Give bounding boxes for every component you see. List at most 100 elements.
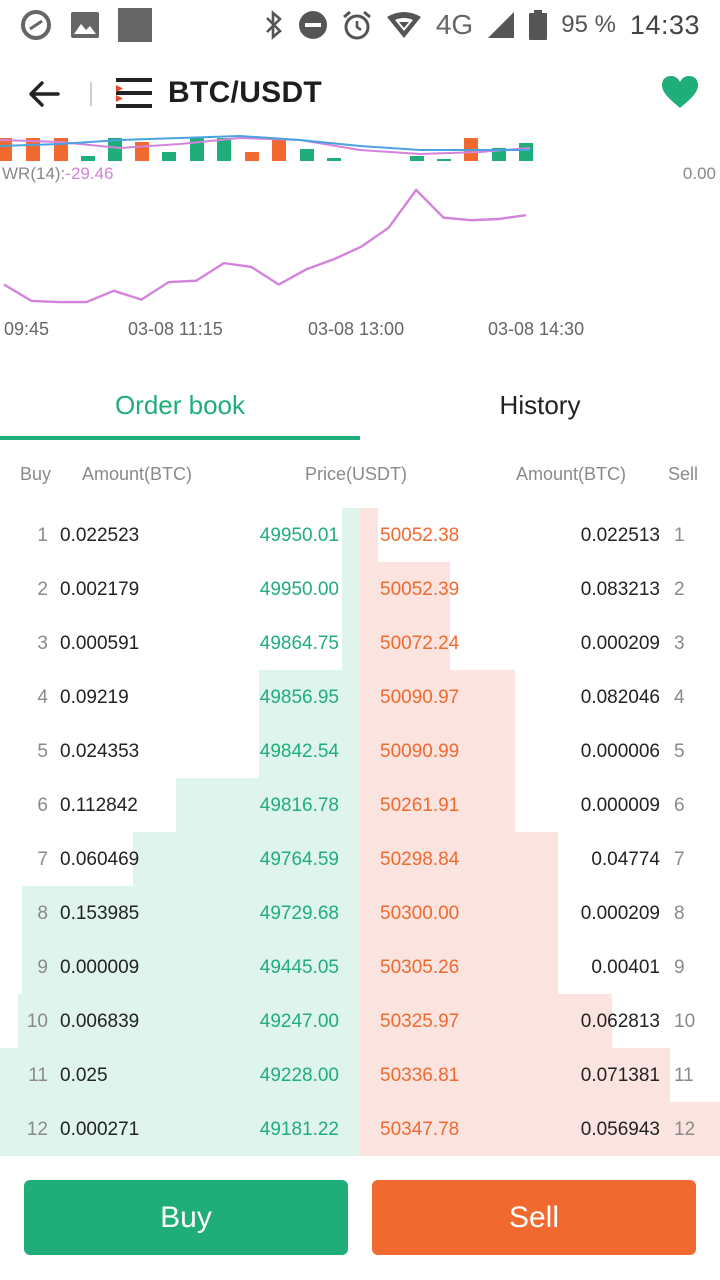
order-row[interactable]: 8 0.153985 49729.68 50300.00 0.000209 8 [0, 886, 720, 940]
battery-icon [529, 10, 548, 40]
sell-index: 3 [674, 633, 685, 654]
favorite-button[interactable] [660, 74, 700, 114]
order-row[interactable]: 11 0.025 49228.00 50336.81 0.071381 11 [0, 1048, 720, 1102]
sell-price: 50052.38 [380, 525, 460, 546]
buy-index: 11 [28, 1065, 48, 1086]
buy-depth-bar [259, 724, 360, 778]
sell-price: 50300.00 [380, 903, 460, 924]
image-icon [71, 12, 99, 38]
pair-menu-button[interactable] [114, 76, 154, 112]
sell-amount: 0.04774 [591, 849, 660, 870]
header: BTC/USDT [0, 58, 720, 130]
sell-amount: 0.00401 [591, 957, 660, 978]
col-buy: Buy [20, 464, 52, 484]
volume-bars [0, 134, 533, 161]
sell-price: 50052.39 [380, 579, 460, 600]
sell-index: 9 [674, 957, 685, 978]
tab-history[interactable]: History [499, 389, 581, 420]
buy-amount: 0.000009 [60, 957, 140, 978]
alarm-icon [342, 10, 371, 40]
sell-index: 2 [674, 579, 685, 600]
wr-axis-max: 0.00 [682, 164, 716, 183]
buy-price: 49856.95 [259, 687, 339, 708]
buy-depth-bar [259, 670, 360, 724]
buy-depth-bar [176, 778, 360, 832]
order-row[interactable]: 3 0.000591 49864.75 50072.24 0.000209 3 [0, 616, 720, 670]
time-label-2: 03-08 11:15 [128, 319, 223, 339]
sell-amount: 0.000006 [580, 741, 660, 762]
sell-amount: 0.062813 [580, 1011, 660, 1032]
col-amount-buy: Amount(BTC) [82, 464, 193, 484]
order-row[interactable]: 9 0.000009 49445.05 50305.26 0.00401 9 [0, 940, 720, 994]
sell-price: 50347.78 [380, 1119, 460, 1140]
order-row[interactable]: 7 0.060469 49764.59 50298.84 0.04774 7 [0, 832, 720, 886]
buy-amount: 0.022523 [60, 525, 140, 546]
buy-button[interactable]: Buy [24, 1180, 348, 1255]
buy-index: 10 [26, 1011, 48, 1032]
sell-price: 50072.24 [380, 633, 460, 654]
sell-depth-bar [360, 994, 612, 1048]
order-row[interactable]: 12 0.000271 49181.22 50347.78 0.056943 12 [0, 1102, 720, 1156]
buy-price: 49842.54 [259, 741, 339, 762]
sell-depth-bar [360, 616, 450, 670]
network-type: 4G [435, 9, 474, 40]
sell-index: 1 [674, 525, 685, 546]
time-label-3: 03-08 13:00 [308, 319, 405, 339]
sell-price: 50305.26 [380, 957, 460, 978]
sell-depth-bar [360, 1048, 670, 1102]
buy-amount: 0.060469 [60, 849, 140, 870]
buy-amount: 0.112842 [60, 795, 138, 816]
price-chart[interactable] [0, 130, 720, 360]
order-row[interactable]: 2 0.002179 49950.00 50052.39 0.083213 2 [0, 562, 720, 616]
sell-price: 50298.84 [380, 849, 460, 870]
page-title[interactable]: BTC/USDT [168, 76, 323, 109]
sell-amount: 0.082046 [580, 687, 660, 708]
wr-indicator-value: -29.46 [65, 164, 114, 183]
buy-price: 49950.00 [259, 579, 339, 600]
sell-price: 50090.97 [380, 687, 460, 708]
buy-amount: 0.002179 [60, 579, 140, 600]
buy-index: 3 [37, 633, 48, 654]
sell-amount: 0.083213 [580, 579, 660, 600]
wr-indicator-label: WR(14):-29.46 [2, 164, 114, 183]
list-menu-icon [116, 78, 152, 108]
buy-price: 49729.68 [259, 903, 339, 924]
buy-depth-bar [133, 832, 360, 886]
tab-order-book[interactable]: Order book [114, 389, 246, 420]
order-row[interactable]: 6 0.112842 49816.78 50261.91 0.000009 6 [0, 778, 720, 832]
sell-index: 11 [674, 1065, 694, 1086]
buy-price: 49181.22 [259, 1119, 339, 1140]
sell-depth-bar [360, 1102, 720, 1156]
buy-depth-bar [18, 994, 360, 1048]
sell-button[interactable]: Sell [372, 1180, 696, 1255]
buy-price: 49445.05 [259, 957, 339, 978]
order-row[interactable]: 5 0.024353 49842.54 50090.99 0.000006 5 [0, 724, 720, 778]
buy-depth-bar [0, 1048, 360, 1102]
tab-bar: Order book History [0, 372, 720, 442]
sell-depth-bar [360, 940, 558, 994]
buy-amount: 0.025 [60, 1065, 108, 1086]
sell-index: 4 [674, 687, 685, 708]
order-row[interactable]: 10 0.006839 49247.00 50325.97 0.062813 10 [0, 994, 720, 1048]
sell-price: 50090.99 [380, 741, 460, 762]
buy-depth-bar [0, 1102, 360, 1156]
wifi-icon [386, 12, 421, 38]
buy-amount: 0.000591 [60, 633, 140, 654]
order-row[interactable]: 1 0.022523 49950.01 50052.38 0.022513 1 [0, 508, 720, 562]
buy-amount: 0.09219 [60, 687, 129, 708]
back-button[interactable] [22, 72, 66, 116]
status-clock: 14:33 [629, 9, 700, 40]
order-row[interactable]: 4 0.09219 49856.95 50090.97 0.082046 4 [0, 670, 720, 724]
buy-price: 49816.78 [259, 795, 339, 816]
buy-depth-bar [342, 562, 360, 616]
buy-index: 7 [37, 849, 48, 870]
buy-index: 1 [37, 525, 48, 546]
sell-depth-bar [360, 562, 450, 616]
buy-price: 49247.00 [259, 1011, 339, 1032]
sell-amount: 0.000209 [580, 903, 660, 924]
buy-depth-bar [342, 616, 360, 670]
arrow-left-icon [29, 81, 60, 107]
bluetooth-icon [265, 10, 282, 40]
buy-index: 4 [37, 687, 48, 708]
buy-index: 12 [26, 1119, 48, 1140]
